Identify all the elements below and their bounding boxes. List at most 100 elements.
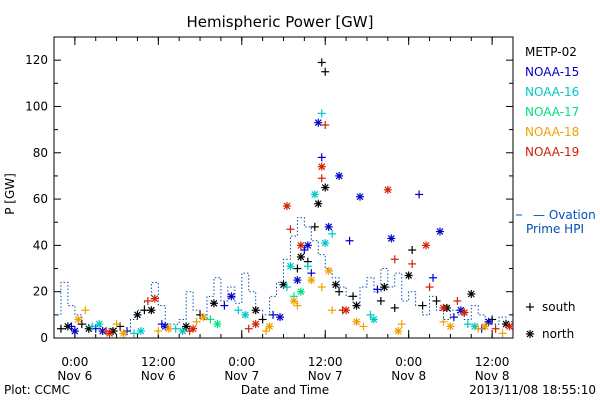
noaa-19-north-point bbox=[383, 185, 392, 194]
noaa-18-north-point bbox=[199, 313, 208, 322]
noaa-18-north-point bbox=[394, 327, 403, 336]
noaa-19-south-point bbox=[390, 255, 399, 264]
noaa-15-south-point bbox=[220, 301, 229, 310]
noaa-19-south-point bbox=[425, 283, 434, 292]
noaa-17-north-point bbox=[213, 320, 222, 329]
noaa-19-south-point bbox=[143, 296, 152, 305]
noaa-18-south-point bbox=[498, 329, 507, 338]
y-tick-label: 0 bbox=[40, 331, 48, 345]
metp-02-south-point bbox=[349, 292, 358, 301]
plot-timestamp: 2013/11/08 18:55:10 bbox=[469, 383, 596, 397]
metp-02-north-point bbox=[314, 199, 323, 208]
noaa-18-south-point bbox=[474, 324, 483, 333]
noaa-19-north-point bbox=[439, 303, 448, 312]
metp-02-south-point bbox=[432, 296, 441, 305]
noaa-15-north-point bbox=[435, 227, 444, 236]
metp-02-north-point bbox=[404, 271, 413, 280]
noaa-19-south-point bbox=[491, 324, 500, 333]
metp-02-south-point bbox=[321, 67, 330, 76]
metp-02-south-point bbox=[258, 315, 267, 324]
y-axis-label: P [GW] bbox=[3, 173, 17, 215]
noaa-18-north-point bbox=[74, 315, 83, 324]
metp-02-north-point bbox=[133, 310, 142, 319]
metp-02-south-point bbox=[335, 287, 344, 296]
noaa-15-south-point bbox=[415, 190, 424, 199]
x-tick-date-label: Nov 7 bbox=[308, 369, 343, 383]
metp-02-north-point bbox=[380, 283, 389, 292]
noaa-15-north-point bbox=[356, 192, 364, 201]
metp-02-south-point bbox=[390, 303, 399, 312]
metp-02-north-point bbox=[147, 306, 156, 315]
noaa-16-south-point bbox=[282, 283, 291, 292]
noaa-19-north-point bbox=[282, 202, 291, 211]
y-tick-label: 40 bbox=[33, 238, 48, 252]
noaa-16-north-point bbox=[178, 327, 187, 336]
noaa-19-south-point bbox=[453, 296, 462, 305]
noaa-16-south-point bbox=[171, 324, 180, 333]
noaa-15-south-point bbox=[307, 269, 316, 278]
y-axis-ticks: 0 20 40 60 80 100 120 bbox=[25, 53, 513, 345]
noaa-19-north-point bbox=[105, 329, 114, 338]
x-tick-time-label: 12:00 bbox=[308, 355, 343, 369]
x-tick-time-label: 12:00 bbox=[141, 355, 176, 369]
noaa-17-north-point bbox=[296, 287, 305, 296]
x-tick-date-label: Nov 6 bbox=[141, 369, 176, 383]
noaa-15-south-point bbox=[429, 273, 438, 282]
noaa-18-south-point bbox=[154, 327, 163, 336]
y-tick-label: 60 bbox=[33, 192, 48, 206]
noaa-15-south-point bbox=[67, 322, 76, 331]
x-tick-date-label: Nov 8 bbox=[475, 369, 510, 383]
noaa-15-south-point bbox=[373, 285, 382, 294]
noaa-19-north-point bbox=[189, 324, 198, 333]
y-tick-label: 20 bbox=[33, 285, 48, 299]
noaa-16-north-point bbox=[310, 190, 319, 199]
metp-02-south-point bbox=[140, 306, 149, 315]
noaa-15-north-point bbox=[324, 222, 333, 231]
noaa-15-north-point bbox=[276, 313, 285, 322]
legend-ovation-label-cont: Prime HPI bbox=[526, 222, 584, 236]
legend-entry: NOAA-18 bbox=[525, 125, 579, 139]
legend-entry: NOAA-15 bbox=[525, 65, 579, 79]
metp-02-south-point bbox=[408, 246, 417, 255]
noaa-16-south-point bbox=[366, 310, 375, 319]
ovation-hpi-line bbox=[54, 217, 513, 332]
metp-02-south-point bbox=[310, 222, 319, 231]
metp-02-north-point bbox=[331, 280, 340, 289]
metp-02-south-point bbox=[56, 324, 65, 333]
noaa-18-south-point bbox=[293, 301, 302, 310]
legend-entry: NOAA-16 bbox=[525, 85, 579, 99]
noaa-19-north-point bbox=[150, 294, 159, 303]
x-tick-time-label: 0:00 bbox=[395, 355, 422, 369]
noaa-19-south-point bbox=[244, 324, 253, 333]
noaa-16-south-point bbox=[88, 322, 97, 331]
noaa-17-south-point bbox=[206, 315, 215, 324]
metp-02-north-point bbox=[209, 299, 218, 308]
noaa-15-north-point bbox=[484, 317, 493, 326]
metp-02-south-point bbox=[418, 301, 427, 310]
y-tick-label: 80 bbox=[33, 146, 48, 160]
legend-south-symbol bbox=[526, 303, 534, 311]
x-tick-time-label: 0:00 bbox=[61, 355, 88, 369]
noaa-16-north-point bbox=[321, 239, 330, 248]
noaa-19-south-point bbox=[317, 174, 326, 183]
noaa-16-south-point bbox=[317, 109, 326, 118]
noaa-15-south-point bbox=[317, 153, 326, 162]
noaa-16-north-point bbox=[95, 320, 104, 329]
x-tick-date-label: Nov 8 bbox=[391, 369, 426, 383]
noaa-18-south-point bbox=[317, 283, 326, 292]
legend: METP-02 NOAA-15 NOAA-16 NOAA-17 NOAA-18 NOAA-… bbox=[516, 45, 596, 341]
metp-02-south-point bbox=[77, 320, 86, 329]
metp-02-south-point bbox=[293, 264, 302, 273]
noaa-18-north-point bbox=[289, 296, 298, 305]
noaa-16-south-point bbox=[303, 262, 312, 271]
x-tick-time-label: 0:00 bbox=[228, 355, 255, 369]
noaa-18-south-point bbox=[328, 306, 337, 315]
legend-south-label: south bbox=[542, 300, 576, 314]
noaa-18-south-point bbox=[262, 327, 271, 336]
metp-02-north-point bbox=[467, 290, 476, 299]
noaa-16-south-point bbox=[129, 329, 138, 338]
noaa-15-south-point bbox=[449, 313, 458, 322]
noaa-15-south-point bbox=[269, 310, 278, 319]
metp-02-north-point bbox=[109, 327, 118, 336]
